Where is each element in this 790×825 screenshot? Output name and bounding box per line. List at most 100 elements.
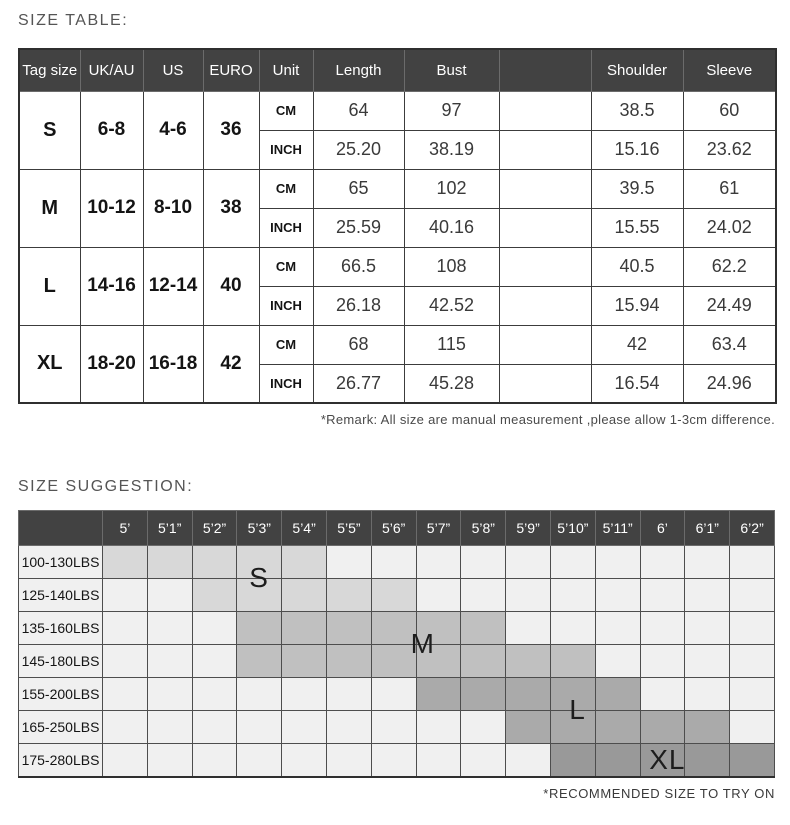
grid-cell: [460, 710, 507, 744]
band-label-s: S: [249, 562, 269, 593]
suggestion-corner-cell: [18, 510, 103, 546]
size-table-header-sleeve: Sleeve: [682, 48, 777, 92]
inch-value-S: 15.16: [590, 129, 684, 170]
grid-cell: [281, 611, 327, 645]
grid-cell: [146, 578, 193, 612]
cm-value-S: 97: [403, 90, 500, 131]
size-table-header-row: Tag size UK/AU US EURO Unit Length Bust Shoulde…: [18, 48, 777, 92]
grid-cell: [146, 545, 193, 579]
suggestion-row: 175-280LBS: [18, 743, 775, 777]
grid-cell: [460, 743, 507, 777]
size-suggestion-title: SIZE SUGGESTION:: [18, 478, 194, 495]
cm-value-L: 62.2: [682, 246, 777, 287]
inch-value-S: 38.19: [403, 129, 500, 170]
grid-cell: [684, 743, 731, 777]
size-row-S-inch: INCH 25.20 38.19 15.16 23.62: [19, 129, 777, 170]
inch-value-M: [498, 207, 592, 248]
height-header: 5’3”: [236, 510, 283, 546]
grid-cell: [639, 578, 686, 612]
tag-size-cell-XL: XL: [18, 324, 81, 404]
height-header: 6’1”: [684, 510, 731, 546]
size-table: Tag size UK/AU US EURO Unit Length Bust Shoulde…: [18, 48, 777, 404]
inch-value-L: 26.18: [312, 285, 405, 326]
height-header: 5’7”: [415, 510, 462, 546]
unit-inch-L: INCH: [258, 285, 314, 326]
grid-cell: [236, 743, 283, 777]
grid-cell: [370, 578, 417, 612]
cm-value-M: 65: [312, 168, 405, 209]
grid-cell: [102, 677, 148, 711]
grid-cell: [191, 644, 238, 678]
grid-cell: [549, 677, 596, 711]
suggestion-row: 155-200LBS: [18, 677, 775, 711]
inch-value-L: 15.94: [590, 285, 684, 326]
height-header: 5’11”: [594, 510, 641, 546]
grid-cell: [549, 743, 596, 777]
cm-value-M: 102: [403, 168, 500, 209]
size-table-header-unit: Unit: [258, 48, 314, 92]
grid-cell: [594, 578, 641, 612]
grid-cell: [370, 611, 417, 645]
grid-cell: [236, 710, 283, 744]
suggestion-row: 125-140LBS: [18, 578, 775, 612]
suggestion-body: 100-130LBS 125-140LBS 135-160LBS 145-180LBS…: [18, 545, 775, 777]
grid-cell: [102, 710, 148, 744]
height-header: 5’2”: [191, 510, 238, 546]
suggestion-header-row: 5’ 5’1” 5’2” 5’3” 5’4” 5’5” 5’6” 5’7” 5’8” 5’9” 5’…: [18, 510, 775, 546]
inch-value-XL: 16.54: [590, 363, 684, 404]
grid-cell: [460, 545, 507, 579]
grid-cell: [729, 743, 775, 777]
grid-cell: [639, 710, 686, 744]
cm-value-XL: 42: [590, 324, 684, 365]
height-header: 5’1”: [146, 510, 193, 546]
cm-value-S: 64: [312, 90, 405, 131]
uk-au-cell-M: 10-12: [79, 168, 144, 248]
grid-cell: [415, 611, 462, 645]
weight-label: 155-200LBS: [18, 677, 103, 711]
grid-cell: [505, 677, 551, 711]
grid-cell: [460, 677, 507, 711]
grid-cell: [594, 743, 641, 777]
us-cell-M: 8-10: [142, 168, 204, 248]
grid-cell: [549, 644, 596, 678]
cm-value-L: [498, 246, 592, 287]
inch-value-M: 40.16: [403, 207, 500, 248]
grid-cell: [639, 545, 686, 579]
weight-label: 135-160LBS: [18, 611, 103, 645]
grid-cell: [415, 743, 462, 777]
grid-cell: [684, 611, 731, 645]
grid-cell: [146, 710, 193, 744]
grid-cell: [549, 611, 596, 645]
size-table-header-length: Length: [312, 48, 405, 92]
grid-cell: [370, 710, 417, 744]
size-table-header-us: US: [142, 48, 204, 92]
grid-cell: [370, 743, 417, 777]
band-label-m: M: [410, 628, 435, 659]
size-table-header-bust: Bust: [403, 48, 500, 92]
grid-cell: [191, 578, 238, 612]
grid-cell: [639, 743, 686, 777]
grid-cell: [146, 611, 193, 645]
us-cell-L: 12-14: [142, 246, 204, 326]
size-suggestion-chart: 5’ 5’1” 5’2” 5’3” 5’4” 5’5” 5’6” 5’7” 5’8” 5’9” 5’…: [18, 510, 775, 778]
unit-cm-M: CM: [258, 168, 314, 209]
grid-cell: [460, 644, 507, 678]
grid-cell: [415, 677, 462, 711]
size-row-S-cm: S 6-8 4-6 36 CM 64 97 38.5 60: [18, 90, 777, 170]
inch-value-S: [498, 129, 592, 170]
band-label-xl: XL: [649, 743, 686, 775]
grid-cell: [325, 545, 372, 579]
grid-cell: [639, 611, 686, 645]
size-table-header-shoulder: Shoulder: [590, 48, 684, 92]
grid-cell: [236, 545, 283, 579]
grid-cell: [415, 710, 462, 744]
grid-cell: [325, 677, 372, 711]
grid-cell: [146, 677, 193, 711]
cm-value-XL: 63.4: [682, 324, 777, 365]
inch-value-S: 23.62: [682, 129, 777, 170]
grid-cell: [191, 611, 238, 645]
height-header: 5’10”: [549, 510, 596, 546]
grid-cell: [729, 710, 775, 744]
uk-au-cell-XL: 18-20: [79, 324, 144, 404]
grid-cell: [549, 578, 596, 612]
